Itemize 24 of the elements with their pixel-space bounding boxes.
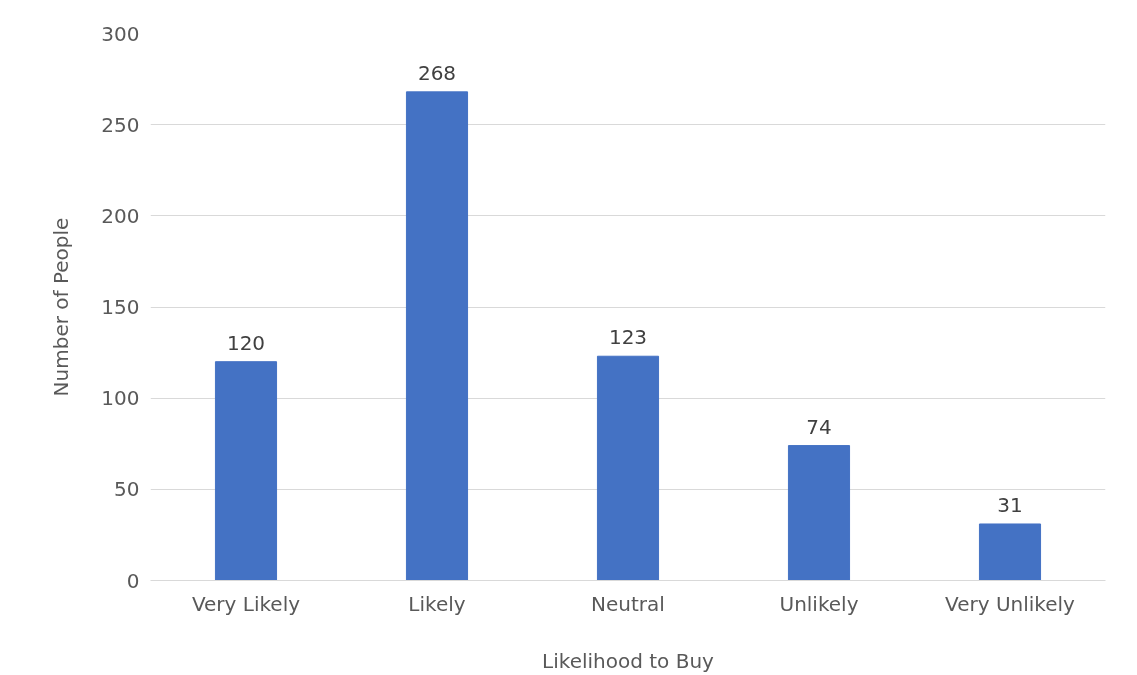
y-tick-label: 0 bbox=[126, 568, 140, 593]
data-label: 120 bbox=[226, 330, 266, 355]
bar bbox=[405, 91, 469, 581]
y-tick-label: 100 bbox=[101, 386, 140, 411]
data-label: 31 bbox=[997, 492, 1023, 517]
y-tick-label: 200 bbox=[101, 203, 140, 228]
bar bbox=[978, 523, 1042, 581]
bar bbox=[596, 355, 660, 581]
x-axis-title: Likelihood to Buy bbox=[542, 648, 715, 673]
bar bbox=[214, 361, 278, 581]
data-label: 123 bbox=[608, 325, 648, 350]
y-tick-label: 300 bbox=[101, 21, 140, 46]
x-tick-label: Likely bbox=[408, 591, 466, 616]
y-tick-label: 250 bbox=[101, 112, 140, 137]
data-label: 268 bbox=[417, 60, 457, 85]
x-tick-label: Very Unlikely bbox=[945, 591, 1076, 616]
y-tick-label: 50 bbox=[114, 477, 140, 502]
bar bbox=[787, 445, 851, 581]
y-axis-title: Number of People bbox=[49, 217, 74, 397]
x-tick-label: Unlikely bbox=[779, 591, 859, 616]
data-label: 74 bbox=[806, 414, 832, 439]
x-tick-label: Neutral bbox=[591, 591, 665, 616]
x-tick-label: Very Likely bbox=[191, 591, 301, 616]
y-tick-label: 150 bbox=[101, 295, 140, 319]
